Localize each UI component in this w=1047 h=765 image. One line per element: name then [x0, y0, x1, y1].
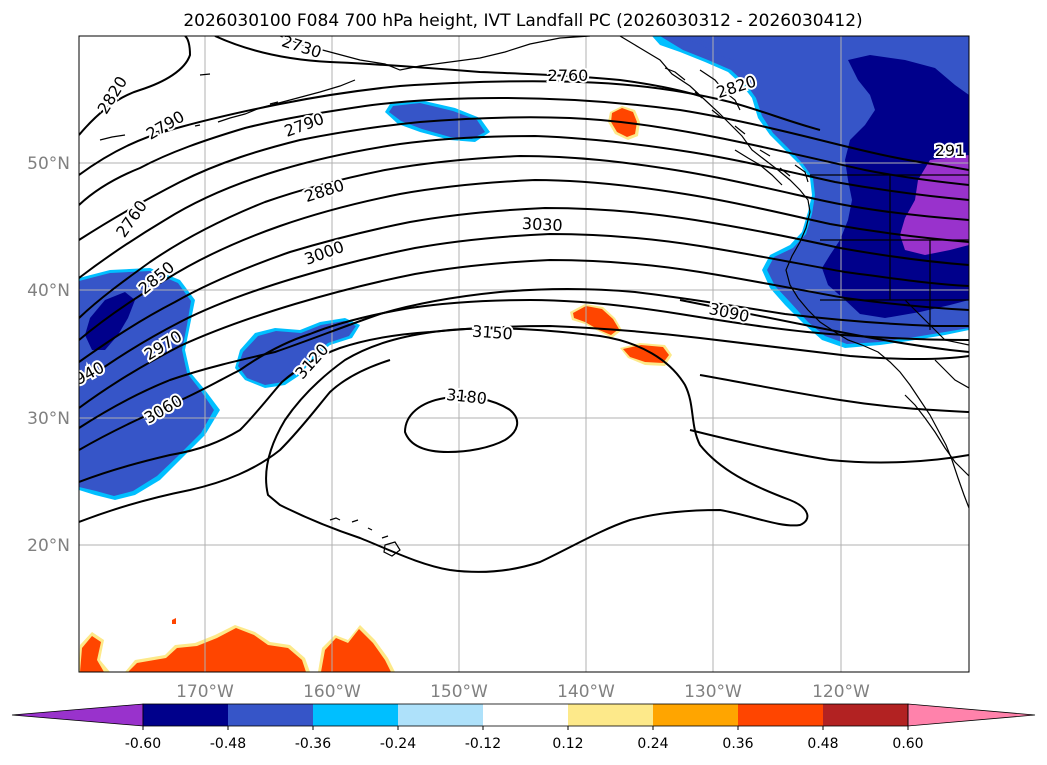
map-frame	[78, 35, 970, 673]
map-panel: 2730 2760 2820 2790 2790 2820 291 2760 2…	[79, 36, 969, 672]
lon-label-170w: 170°W	[176, 682, 234, 702]
contour-label-3150: 3150	[471, 322, 513, 344]
colorbar-tick-label: -0.12	[465, 736, 501, 752]
coastlines	[99, 36, 969, 557]
colorbar-swatch	[143, 704, 228, 726]
lat-label-20n: 20°N	[27, 536, 70, 556]
colorbar-tick-label: 0.24	[637, 736, 668, 752]
colorbar-swatch	[313, 704, 398, 726]
colorbar-tick-label: -0.48	[210, 736, 246, 752]
colorbar-tick-label: -0.24	[380, 736, 416, 752]
lon-label-130w: 130°W	[684, 682, 742, 702]
colorbar-swatch	[483, 704, 568, 726]
colorbar-swatch	[398, 704, 483, 726]
colorbar-tick-label: -0.36	[295, 736, 331, 752]
colorbar-ticks: -0.60 -0.48 -0.36 -0.24 -0.12 0.12 0.24 0.36 0.4…	[125, 726, 924, 752]
contour-label-3030: 3030	[521, 214, 563, 235]
height-contours	[79, 36, 969, 573]
latitude-labels: 50°N 40°N 30°N 20°N	[27, 154, 70, 556]
colorbar-extend-max	[907, 703, 1036, 727]
lon-label-140w: 140°W	[557, 682, 615, 702]
colorbar-tick-label: 0.12	[552, 736, 583, 752]
lat-label-40n: 40°N	[27, 281, 70, 301]
colorbar-swatch	[228, 704, 313, 726]
lon-label-160w: 160°W	[303, 682, 361, 702]
colorbar: -0.60 -0.48 -0.36 -0.24 -0.12 0.12 0.24 0.36 0.4…	[11, 703, 1036, 752]
lat-label-50n: 50°N	[27, 154, 70, 174]
colorbar-swatch	[823, 704, 908, 726]
contour-label-291: 291	[935, 141, 966, 160]
colorbar-tick-label: -0.60	[125, 736, 161, 752]
ivt-negative-region-west	[79, 268, 220, 500]
colorbar-swatch	[653, 704, 738, 726]
contour-label-2760-top: 2760	[548, 66, 589, 85]
colorbar-extend-min	[11, 703, 144, 727]
colorbar-tick-label: 0.36	[722, 736, 753, 752]
figure-title: 2026030100 F084 700 hPa height, IVT Land…	[183, 11, 862, 31]
lon-label-150w: 150°W	[430, 682, 488, 702]
ivt-negative-patch-central	[235, 318, 360, 388]
graticule	[79, 36, 969, 672]
colorbar-tick-label: 0.48	[807, 736, 838, 752]
lat-label-30n: 30°N	[27, 409, 70, 429]
colorbar-swatches	[11, 703, 1036, 727]
lon-label-120w: 120°W	[812, 682, 870, 702]
colorbar-swatch	[568, 704, 653, 726]
colorbar-frame	[142, 703, 909, 727]
longitude-labels: 170°W 160°W 150°W 140°W 130°W 120°W	[176, 682, 870, 702]
ivt-positive-patches	[79, 106, 672, 672]
colorbar-tick-label: 0.60	[892, 736, 923, 752]
colorbar-swatch	[738, 704, 823, 726]
